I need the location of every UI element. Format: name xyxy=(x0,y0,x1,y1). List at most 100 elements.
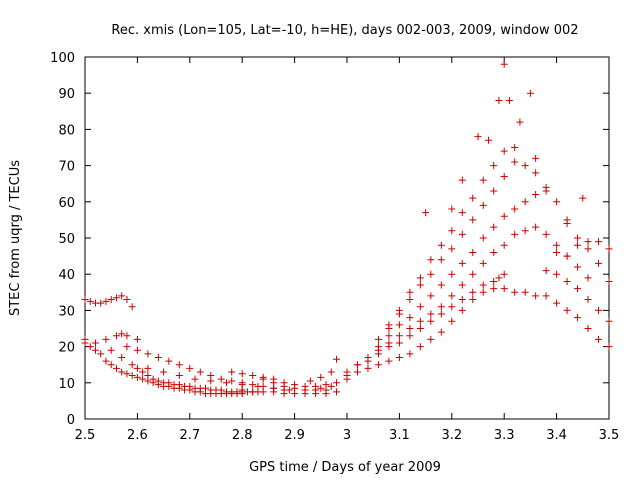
data-point xyxy=(516,118,524,126)
data-point xyxy=(333,355,341,363)
y-tick-labels: 0 10 20 30 40 50 60 70 80 90 100 xyxy=(50,51,75,428)
data-point xyxy=(406,314,414,322)
x-tick-labels: 2.5 2.6 2.7 2.8 2.9 3 3.1 3.2 3.3 3.4 3.5 xyxy=(75,428,620,443)
data-point xyxy=(584,238,592,246)
y-tick-label: 80 xyxy=(58,123,75,138)
data-point xyxy=(458,296,466,304)
data-point xyxy=(222,379,230,387)
data-point xyxy=(469,216,477,224)
x-tick-label: 2.9 xyxy=(284,428,305,443)
data-point xyxy=(154,377,162,385)
data-point xyxy=(385,332,393,340)
x-tick-label: 3.5 xyxy=(599,428,620,443)
data-point xyxy=(217,386,225,394)
data-point xyxy=(86,343,94,351)
data-point xyxy=(479,288,487,296)
data-point xyxy=(285,386,293,394)
data-point xyxy=(81,339,89,347)
data-point xyxy=(385,357,393,365)
data-point xyxy=(563,252,571,260)
data-point xyxy=(144,372,152,380)
data-point xyxy=(406,325,414,332)
data-point xyxy=(385,339,393,347)
data-point xyxy=(186,364,194,372)
data-point xyxy=(500,172,508,180)
data-point xyxy=(374,335,382,343)
data-point xyxy=(259,388,267,396)
y-tick-label: 60 xyxy=(58,196,75,211)
data-point xyxy=(427,310,435,318)
data-point xyxy=(322,386,330,394)
data-points xyxy=(81,60,613,398)
data-point xyxy=(118,292,126,300)
data-point xyxy=(102,297,110,305)
data-point xyxy=(484,136,492,144)
data-point xyxy=(416,325,424,332)
data-point xyxy=(128,303,136,311)
data-point xyxy=(327,368,335,376)
data-point xyxy=(605,317,613,325)
data-point xyxy=(448,292,456,300)
data-point xyxy=(144,350,152,358)
data-point xyxy=(217,375,225,383)
data-point xyxy=(469,248,477,256)
y-tick-label: 10 xyxy=(58,377,75,392)
data-point xyxy=(133,346,141,354)
x-tick-label: 3.4 xyxy=(546,428,567,443)
data-point xyxy=(395,339,403,347)
data-point xyxy=(422,209,430,217)
data-point xyxy=(511,144,519,151)
data-point xyxy=(542,292,550,300)
data-point xyxy=(511,230,519,238)
x-tick-label: 3.2 xyxy=(441,428,462,443)
data-point xyxy=(364,364,372,372)
data-point xyxy=(207,377,215,385)
data-point xyxy=(270,379,278,387)
data-point xyxy=(448,205,456,213)
data-point xyxy=(128,361,136,369)
data-point xyxy=(238,370,246,378)
data-point xyxy=(563,277,571,285)
data-point xyxy=(448,227,456,235)
data-point xyxy=(133,373,141,381)
data-point xyxy=(505,96,513,104)
data-point xyxy=(532,292,540,300)
data-point xyxy=(280,390,288,398)
data-point xyxy=(584,296,592,304)
data-point xyxy=(427,317,435,325)
data-point xyxy=(574,263,582,271)
data-point xyxy=(254,382,262,390)
data-point xyxy=(175,381,183,389)
data-point xyxy=(532,191,540,199)
data-point xyxy=(532,223,540,231)
data-point xyxy=(107,361,115,369)
data-point xyxy=(584,325,592,332)
data-point xyxy=(595,259,603,267)
data-point xyxy=(605,245,613,253)
data-point xyxy=(118,330,126,338)
data-point xyxy=(107,296,115,304)
x-tick-label: 2.8 xyxy=(232,428,253,443)
data-point xyxy=(500,285,508,293)
data-point xyxy=(490,187,498,195)
data-point xyxy=(191,375,199,383)
plot-frame xyxy=(84,56,610,420)
data-point xyxy=(521,227,529,235)
y-tick-label: 100 xyxy=(50,51,75,66)
data-point xyxy=(395,321,403,329)
data-point xyxy=(511,205,519,213)
y-tick-label: 50 xyxy=(58,232,75,247)
data-point xyxy=(406,288,414,296)
data-point xyxy=(474,133,482,141)
data-point xyxy=(416,303,424,311)
data-point xyxy=(495,274,503,282)
data-point xyxy=(97,299,105,307)
data-point xyxy=(259,375,267,383)
data-point xyxy=(249,381,257,389)
x-tick-label: 2.7 xyxy=(179,428,200,443)
data-point xyxy=(553,198,561,206)
data-point xyxy=(595,238,603,246)
data-point xyxy=(605,343,613,351)
data-point xyxy=(202,384,210,392)
data-point xyxy=(416,281,424,289)
